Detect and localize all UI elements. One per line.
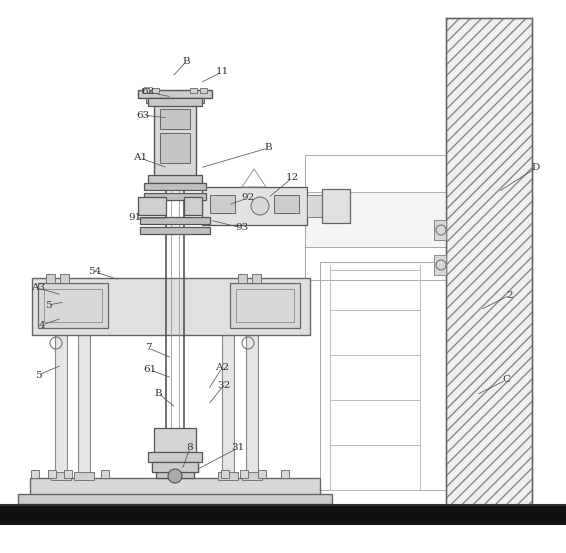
Bar: [30, 478, 320, 496]
Bar: [146, 98, 204, 103]
Text: 2: 2: [507, 290, 513, 300]
Bar: [305, 155, 446, 280]
Text: B: B: [182, 58, 190, 66]
Text: C: C: [502, 375, 510, 384]
Bar: [200, 88, 207, 93]
Bar: [148, 98, 202, 106]
Bar: [305, 192, 446, 247]
Bar: [0, 505, 566, 525]
Text: 12: 12: [285, 174, 299, 182]
Bar: [154, 428, 196, 460]
Bar: [238, 274, 247, 283]
Bar: [221, 470, 229, 478]
Bar: [222, 335, 234, 478]
Text: 92: 92: [241, 194, 255, 202]
Text: A3: A3: [31, 284, 45, 293]
Bar: [55, 335, 67, 478]
Bar: [230, 283, 300, 328]
Text: 61: 61: [143, 366, 157, 374]
Text: 7: 7: [145, 343, 151, 352]
Bar: [60, 274, 69, 283]
Bar: [307, 195, 322, 217]
Text: A2: A2: [215, 363, 229, 373]
Bar: [258, 470, 266, 478]
Bar: [144, 183, 206, 190]
Bar: [138, 90, 212, 98]
Bar: [48, 470, 56, 478]
Bar: [210, 195, 235, 213]
Circle shape: [168, 469, 182, 483]
Bar: [144, 193, 206, 200]
Bar: [218, 472, 238, 480]
Text: 32: 32: [217, 380, 230, 389]
Text: 31: 31: [231, 444, 245, 452]
Bar: [434, 220, 446, 240]
Bar: [101, 470, 109, 478]
Bar: [236, 289, 294, 322]
Text: 11: 11: [216, 67, 229, 76]
Text: 4: 4: [38, 321, 45, 330]
Bar: [152, 88, 159, 93]
Text: 91: 91: [128, 213, 142, 222]
Bar: [184, 197, 202, 215]
Bar: [160, 133, 190, 163]
Bar: [156, 472, 194, 478]
Bar: [152, 462, 198, 472]
Bar: [242, 472, 262, 480]
Bar: [148, 175, 202, 183]
Bar: [78, 335, 90, 478]
Bar: [446, 18, 532, 505]
Bar: [434, 255, 446, 275]
Bar: [246, 335, 258, 478]
Bar: [190, 88, 197, 93]
Bar: [140, 227, 210, 234]
Bar: [322, 189, 350, 223]
Bar: [18, 494, 332, 504]
Circle shape: [251, 197, 269, 215]
Text: 5: 5: [35, 371, 41, 379]
Bar: [51, 472, 71, 480]
Text: B: B: [264, 143, 272, 153]
Bar: [252, 274, 261, 283]
Bar: [281, 470, 289, 478]
Text: B: B: [154, 389, 162, 398]
Bar: [31, 470, 39, 478]
Text: 54: 54: [88, 268, 102, 276]
Bar: [142, 88, 149, 93]
Text: D: D: [532, 164, 540, 173]
Bar: [138, 197, 166, 215]
Bar: [148, 452, 202, 462]
Bar: [160, 109, 190, 129]
Bar: [46, 274, 55, 283]
Bar: [140, 217, 210, 224]
Bar: [202, 187, 307, 225]
Bar: [64, 470, 72, 478]
Bar: [154, 103, 196, 178]
Bar: [320, 262, 446, 490]
Bar: [74, 472, 94, 480]
Text: 62: 62: [142, 87, 155, 97]
Bar: [38, 283, 108, 328]
Bar: [44, 289, 102, 322]
Text: 5: 5: [45, 300, 52, 310]
Bar: [152, 462, 198, 472]
Text: 63: 63: [136, 111, 149, 119]
Text: 8: 8: [187, 444, 194, 452]
Text: A1: A1: [133, 154, 147, 163]
Text: 93: 93: [235, 223, 248, 232]
Bar: [32, 278, 310, 335]
Bar: [240, 470, 248, 478]
Bar: [274, 195, 299, 213]
